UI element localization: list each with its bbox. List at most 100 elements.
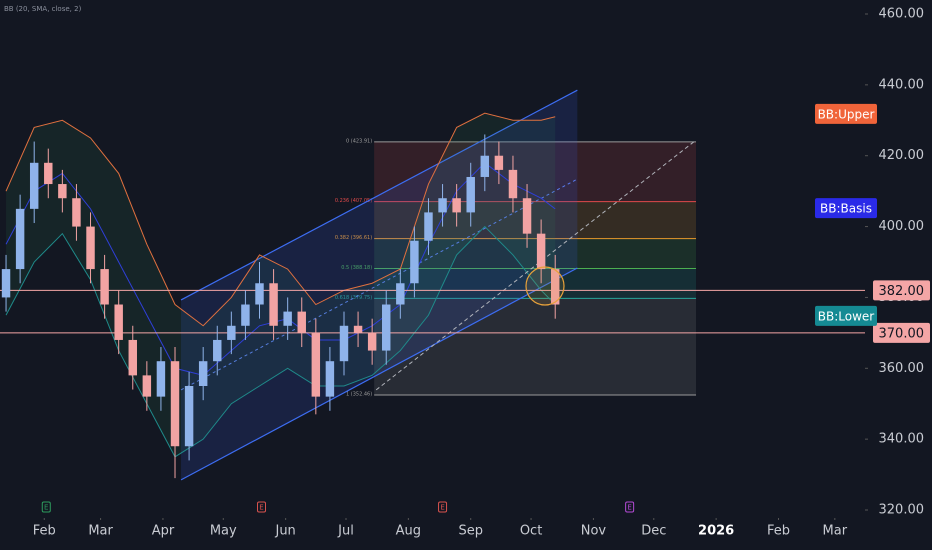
candle-body [198,361,208,386]
y-tick-label: 320.00 [879,503,925,518]
candle-body [536,233,546,270]
band-line [5,225,556,458]
candle-body [86,226,95,270]
candle-body [396,283,405,305]
y-tick-label: 420.00 [879,148,925,163]
fib-label: 0 (423.91) [346,138,372,144]
candle-body [353,325,363,333]
candle-body [424,212,433,241]
candle-body [283,311,292,326]
x-tick-label: Oct [520,524,542,539]
band-tag [815,103,877,124]
candle-body [255,283,264,305]
price-tag-label: 382.00 [879,284,925,299]
candle-body [128,339,137,376]
x-tick-label: Jun [274,524,295,539]
y-tick-label: 360.00 [879,361,925,376]
x-tick-label: Nov [581,524,607,539]
candle-body [213,339,222,362]
band-tag-label: BB:Lower [818,309,875,323]
candle-body [72,198,81,227]
x-tick-label: 2026 [698,524,734,539]
candle-body [58,184,67,199]
channel-lower [180,267,578,481]
fib-label: 0.382 (396.61) [335,235,372,241]
fib-zone [374,238,697,269]
y-tick-label: 340.00 [879,432,925,447]
x-tick-label: Jul [337,524,354,539]
candle-body [438,198,447,213]
band-fill [6,113,556,457]
channel-upper [180,89,578,301]
event-label: E [440,504,444,512]
channel-mid [180,178,578,391]
fib-zone [374,141,697,202]
y-tick-label: 460.00 [879,7,925,22]
candle-body [269,283,278,326]
candle-body [508,169,518,199]
candle-body [142,375,152,397]
band-tag-label: BB:Basis [820,202,872,216]
x-tick-label: Sep [458,524,483,539]
band-tag [815,198,877,219]
candle-body [156,361,166,397]
band-tag [815,305,877,326]
price-tag-label: 370.00 [879,326,925,341]
candle-body [170,361,180,447]
candle-body [522,198,532,234]
band-tag-label: BB:Upper [818,107,875,121]
candle-body [382,304,391,351]
highlight-circle [525,266,565,306]
x-tick-label: Feb [33,524,56,539]
x-tick-label: Feb [767,524,790,539]
candle-body [297,311,306,333]
band-line [5,112,556,327]
event-label: E [627,504,631,512]
x-tick-label: Apr [152,524,175,539]
event-marker [438,501,448,513]
fib-zone [374,298,697,395]
candle-body [367,332,377,351]
y-tick-label: 440.00 [879,77,925,92]
candle-body [241,304,250,326]
event-label: E [259,504,263,512]
x-tick-label: Dec [641,524,666,539]
candle-body [325,361,335,397]
candle-body [494,155,504,170]
candle-body [227,325,236,340]
x-tick-label: Aug [396,524,421,539]
candle-body [114,304,123,340]
candle-body [184,386,194,447]
candle-body [339,325,349,362]
event-marker [625,501,635,513]
candle-body [452,198,461,213]
fib-label: 0.5 (388.18) [341,265,372,271]
fib-label: 0.236 (407.05) [335,198,372,204]
y-tick-label: 400.00 [879,219,925,234]
candle-body [550,269,560,305]
price-tag [873,322,930,343]
candle-body [410,240,419,284]
candle-body [44,162,53,185]
candle-body [15,208,25,270]
candle-body [466,176,475,213]
trend-line [375,139,697,391]
x-tick-label: Mar [823,524,848,539]
x-tick-label: Mar [88,524,113,539]
candle-body [480,155,490,177]
fib-label: 0.618 (379.75) [335,295,372,301]
event-marker [257,501,267,513]
fib-label: 1 (352.46) [346,391,372,397]
event-marker [41,501,51,513]
candle-body [100,269,109,305]
x-tick-label: May [210,524,237,539]
candle-body [1,269,11,298]
indicator-label: BB (20, SMA, close, 2) [4,5,82,13]
price-tag [873,280,930,301]
candle-body [311,332,321,397]
event-label: E [44,504,48,512]
candle-body [29,162,39,209]
